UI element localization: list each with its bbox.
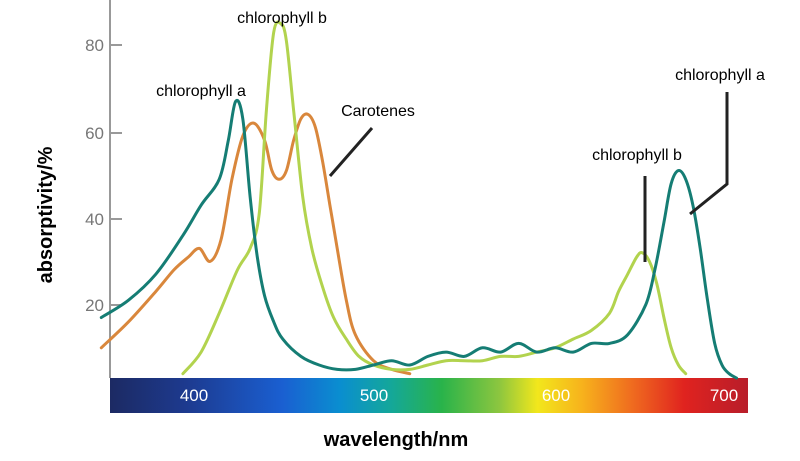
annotations: chlorophyll a chlorophyll b Carotenes ch… (156, 10, 765, 164)
series-line-chlorophyll-b (181, 20, 688, 376)
annotation-leaders (328, 92, 729, 262)
spectrum-bar (110, 378, 748, 413)
series-line-chlorophyll-a (99, 98, 738, 380)
x-axis-title: wavelength/nm (323, 429, 468, 451)
annotation-chlorophyll-a-right: chlorophyll a (675, 67, 765, 84)
x-tick-label: 600 (542, 386, 570, 405)
y-tick-label: 60 (85, 124, 104, 143)
series-line-carotenes (99, 112, 412, 376)
y-tick-label: 20 (85, 296, 104, 315)
x-tick-label: 400 (180, 386, 208, 405)
y-tick-label: 80 (85, 36, 104, 55)
leader-line-chlorophyll-a-right (689, 92, 729, 216)
x-tick-labels: 400 500 600 700 (180, 386, 738, 405)
x-tick-label: 700 (710, 386, 738, 405)
leader-line-carotenes (328, 127, 374, 177)
series-group (99, 20, 738, 380)
y-axis-title: absorptivity/% (35, 146, 57, 283)
annotation-chlorophyll-a-left: chlorophyll a (156, 83, 246, 100)
y-ticks: 20 40 60 80 (85, 36, 122, 315)
annotation-chlorophyll-b-right: chlorophyll b (592, 147, 682, 164)
y-tick-label: 40 (85, 210, 104, 229)
annotation-carotenes: Carotenes (341, 103, 415, 120)
annotation-chlorophyll-b-top: chlorophyll b (237, 10, 327, 27)
x-tick-label: 500 (360, 386, 388, 405)
